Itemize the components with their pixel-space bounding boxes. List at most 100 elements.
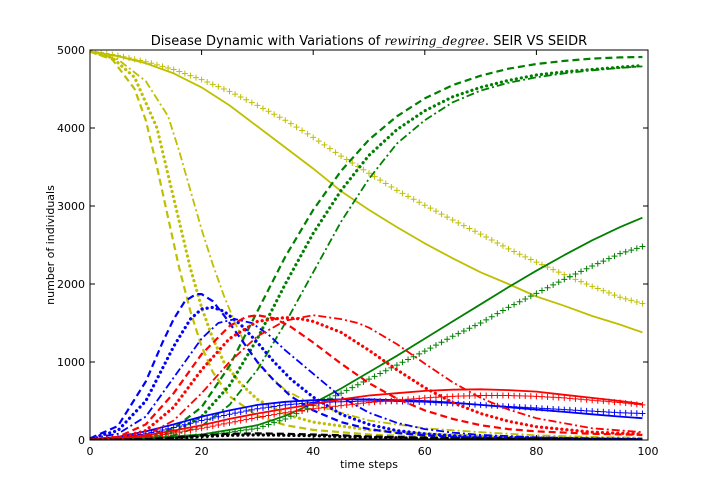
series-1-point (170, 66, 177, 73)
y-tick-label: 3000 (57, 200, 85, 213)
series-11-point (282, 401, 289, 408)
series-16-point (176, 429, 183, 436)
series-16-point (265, 412, 272, 419)
series-1-point (287, 120, 294, 127)
series-1-point (271, 111, 278, 118)
series-1-point (421, 202, 428, 209)
series-11-point (600, 408, 607, 415)
series-16-point (243, 416, 250, 423)
series-6-point (405, 356, 412, 363)
series-11-point (265, 404, 272, 411)
series-6-point (639, 243, 646, 250)
series-16-point (605, 398, 612, 405)
series-1-point (293, 124, 300, 131)
series-11-point (538, 405, 545, 412)
series-11-point (438, 399, 445, 406)
series-1-point (366, 170, 372, 177)
series-16-point (159, 431, 166, 438)
series-11-point (193, 418, 200, 425)
series-11-point (566, 406, 573, 413)
series-1-point (628, 297, 635, 304)
series-16-point (377, 398, 384, 405)
series-6-point (555, 279, 562, 286)
series-16-point (622, 400, 629, 407)
series-1-point (427, 205, 434, 212)
series-11-point (215, 413, 222, 420)
series-1-point (237, 93, 244, 100)
series-16-point (226, 419, 233, 426)
series-11-point (533, 405, 540, 412)
series-16-point (494, 392, 501, 399)
series-16-point (460, 393, 467, 400)
series-2-line (90, 50, 643, 440)
series-6-point (377, 370, 384, 377)
series-1-point (215, 83, 222, 90)
series-16-point (310, 405, 317, 412)
series-8-line (90, 63, 644, 440)
series-11-point (472, 401, 479, 408)
series-16-point (232, 418, 239, 425)
series-16-point (193, 426, 200, 433)
series-1-point (499, 242, 506, 249)
series-1-point (399, 190, 406, 197)
series-16-point (522, 393, 529, 400)
series-16-point (550, 394, 557, 401)
series-1-point (137, 57, 144, 64)
series-1-point (410, 196, 417, 203)
series-1-point (343, 156, 350, 163)
series-6-point (276, 417, 283, 424)
series-16-point (237, 417, 244, 424)
series-6-point (589, 263, 596, 270)
series-16-point (566, 395, 573, 402)
series-1-point (377, 177, 384, 184)
series-1-point (494, 239, 501, 246)
series-16-point (466, 392, 473, 399)
series-1-point (639, 300, 646, 307)
series-16-point (315, 405, 322, 412)
series-16-point (181, 428, 188, 435)
series-1-point (114, 52, 121, 59)
series-1-point (633, 298, 640, 305)
series-16-point (444, 393, 451, 400)
series-11-point (527, 404, 534, 411)
series-11-point (187, 420, 194, 427)
series-6-point (416, 350, 423, 357)
x-axis-label: time steps (340, 458, 398, 471)
series-11-point (550, 405, 557, 412)
series-16-point (165, 430, 172, 437)
series-15-line (90, 388, 643, 440)
series-16-point (594, 397, 601, 404)
series-11-point (505, 403, 512, 410)
series-1-point (109, 51, 116, 58)
series-1-point (220, 86, 227, 92)
series-11-point (181, 421, 188, 428)
series-16-point (360, 400, 367, 407)
series-0-line (90, 50, 643, 334)
y-axis-label: number of individuals (44, 185, 57, 305)
series-11-point (271, 403, 278, 410)
series-1-point (472, 228, 479, 235)
series-1-point (332, 149, 339, 156)
series-6-point (343, 387, 350, 394)
series-16-point (276, 410, 283, 417)
chart-title-part-2: . SEIR VS SEIDR (485, 34, 587, 49)
series-6-point (561, 276, 568, 283)
series-11-point (622, 409, 629, 416)
chart-title-param: rewiring_degree (384, 34, 484, 48)
series-11-point (170, 424, 177, 431)
series-1-point (550, 266, 557, 273)
series-16-point (589, 397, 596, 404)
series-6-point (427, 345, 434, 352)
series-6-point (226, 429, 233, 436)
y-tick-label: 0 (78, 434, 85, 447)
series-6-point (393, 362, 400, 369)
series-16-point (416, 395, 423, 402)
series-11-point (444, 400, 451, 407)
series-6-point (622, 248, 629, 255)
series-16-point (405, 396, 412, 403)
series-6-point (494, 310, 501, 317)
x-tick-label: 80 (529, 445, 543, 458)
series-6-point (432, 342, 439, 349)
